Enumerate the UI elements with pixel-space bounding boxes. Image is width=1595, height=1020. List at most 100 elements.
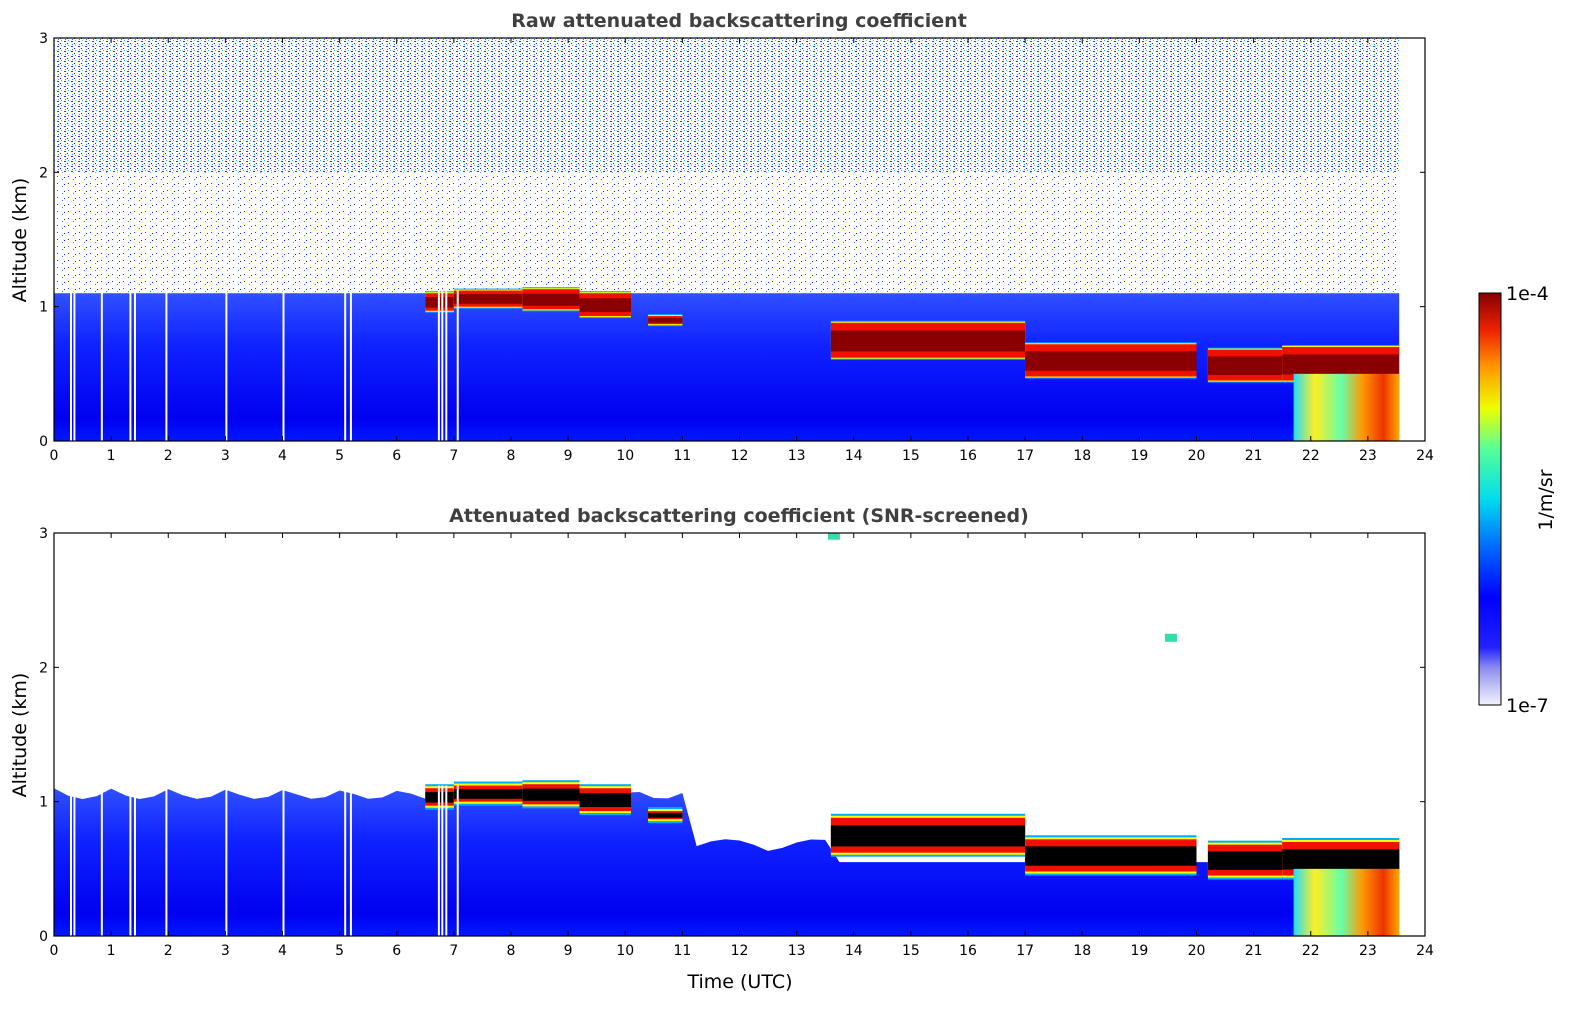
x-tick-label: 11 bbox=[673, 943, 691, 959]
data-gap bbox=[73, 785, 76, 936]
x-tick-label: 4 bbox=[278, 943, 287, 959]
cloud-segment bbox=[579, 784, 631, 816]
cloud-segment bbox=[1282, 344, 1400, 383]
cloud-segment bbox=[830, 813, 1026, 857]
y-axis: 0 1 2 3 bbox=[39, 31, 1425, 450]
isolated-echo bbox=[827, 533, 840, 540]
colorbar-max-label: 1e-4 bbox=[1506, 283, 1549, 305]
isolated-echoes bbox=[827, 533, 1177, 642]
data-gap bbox=[73, 290, 76, 441]
x-axis: 0 1 2 3 4 5 6 7 8 9 10 11 12 13 14 15 16 17 18 19 20 21 22 23 24 bbox=[50, 38, 1434, 464]
x-tick-label: 20 bbox=[1188, 943, 1206, 959]
data-gap bbox=[441, 290, 444, 441]
x-tick-label: 15 bbox=[902, 943, 920, 959]
boundary-layer bbox=[54, 788, 1400, 936]
panel-title-raw: Raw attenuated backscattering coefficien… bbox=[511, 10, 967, 32]
x-tick-label: 2 bbox=[164, 943, 173, 959]
x-tick-label: 3 bbox=[221, 943, 230, 959]
precipitation bbox=[1293, 373, 1400, 441]
data-gap bbox=[133, 785, 136, 936]
cloud-segment bbox=[453, 781, 523, 806]
x-tick-label: 15 bbox=[902, 448, 920, 464]
x-tick-label: 2 bbox=[164, 448, 173, 464]
x-tick-label: 18 bbox=[1073, 448, 1091, 464]
data-gap bbox=[441, 785, 444, 936]
data-gap bbox=[456, 290, 459, 441]
cloud-segment bbox=[648, 807, 683, 824]
cloud-segment bbox=[830, 320, 1026, 360]
data-gap bbox=[445, 290, 448, 441]
data-gaps bbox=[69, 785, 459, 936]
isolated-echo bbox=[1164, 633, 1177, 642]
x-tick-label: 21 bbox=[1245, 943, 1263, 959]
x-tick-label: 14 bbox=[845, 448, 863, 464]
cloud-segment bbox=[1025, 342, 1197, 379]
data-gap bbox=[437, 785, 440, 936]
cloud-segment bbox=[648, 314, 683, 327]
x-tick-label: 1 bbox=[107, 943, 116, 959]
y-tick-label: 2 bbox=[39, 660, 48, 676]
data-gap bbox=[133, 290, 136, 441]
x-tick-label: 3 bbox=[221, 448, 230, 464]
cloud-segment bbox=[579, 291, 631, 319]
x-tick-label: 12 bbox=[731, 448, 749, 464]
x-tick-label: 13 bbox=[788, 448, 806, 464]
colorbar-min-label: 1e-7 bbox=[1506, 695, 1549, 717]
data-gap bbox=[69, 785, 72, 936]
x-tick-label: 23 bbox=[1359, 448, 1377, 464]
x-tick-label: 11 bbox=[673, 448, 691, 464]
x-tick-label: 22 bbox=[1302, 448, 1320, 464]
x-tick-label: 18 bbox=[1073, 943, 1091, 959]
x-axis-label: Time (UTC) bbox=[686, 971, 792, 993]
cloud-segment bbox=[453, 288, 523, 309]
y-tick-label: 3 bbox=[39, 526, 48, 542]
boundary-layer bbox=[54, 293, 1400, 441]
data-gap bbox=[445, 785, 448, 936]
cloud-segment bbox=[1207, 347, 1283, 383]
x-tick-label: 16 bbox=[959, 943, 977, 959]
x-tick-label: 8 bbox=[507, 448, 516, 464]
colorbar-title: 1/m/sr bbox=[1535, 469, 1557, 530]
x-tick-label: 6 bbox=[392, 448, 401, 464]
panel-screened: Attenuated backscattering coefficient (S… bbox=[9, 505, 1434, 993]
x-tick-label: 21 bbox=[1245, 448, 1263, 464]
x-tick-label: 17 bbox=[1016, 448, 1034, 464]
x-tick-label: 1 bbox=[107, 448, 116, 464]
x-tick-label: 23 bbox=[1359, 943, 1377, 959]
x-tick-label: 10 bbox=[616, 943, 634, 959]
cloud-layer bbox=[425, 780, 1400, 880]
plot-area-screened bbox=[54, 533, 1400, 936]
data-gap bbox=[129, 785, 132, 936]
x-tick-label: 14 bbox=[845, 943, 863, 959]
y-axis-label: Altitude (km) bbox=[9, 178, 31, 303]
data-gap bbox=[225, 290, 228, 441]
data-gap bbox=[349, 785, 352, 936]
data-gap bbox=[282, 290, 285, 441]
x-tick-label: 5 bbox=[335, 943, 344, 959]
panel-raw: Raw attenuated backscattering coefficien… bbox=[9, 10, 1434, 464]
cloud-segment bbox=[1025, 835, 1197, 876]
data-gap bbox=[69, 290, 72, 441]
cloud-segment bbox=[1207, 840, 1283, 880]
colorbar: 1e-4 1e-7 1/m/sr bbox=[1478, 283, 1557, 717]
x-tick-label: 4 bbox=[278, 448, 287, 464]
data-gap bbox=[165, 785, 168, 936]
data-gaps bbox=[69, 290, 459, 441]
x-tick-label: 7 bbox=[449, 448, 458, 464]
data-gap bbox=[456, 785, 459, 936]
x-tick-label: 24 bbox=[1416, 448, 1434, 464]
noise-region bbox=[54, 38, 1400, 173]
y-tick-label: 1 bbox=[39, 300, 48, 316]
colorbar-gradient bbox=[1478, 292, 1502, 706]
data-gap bbox=[344, 290, 347, 441]
data-gap bbox=[100, 785, 103, 936]
no-data-region bbox=[1399, 38, 1425, 441]
y-tick-label: 0 bbox=[39, 929, 48, 945]
x-tick-label: 9 bbox=[564, 943, 573, 959]
x-tick-label: 12 bbox=[731, 943, 749, 959]
data-gap bbox=[225, 785, 228, 936]
cloud-segment bbox=[522, 287, 580, 312]
x-tick-label: 7 bbox=[449, 943, 458, 959]
y-tick-label: 1 bbox=[39, 795, 48, 811]
plot-area-raw bbox=[54, 38, 1425, 441]
